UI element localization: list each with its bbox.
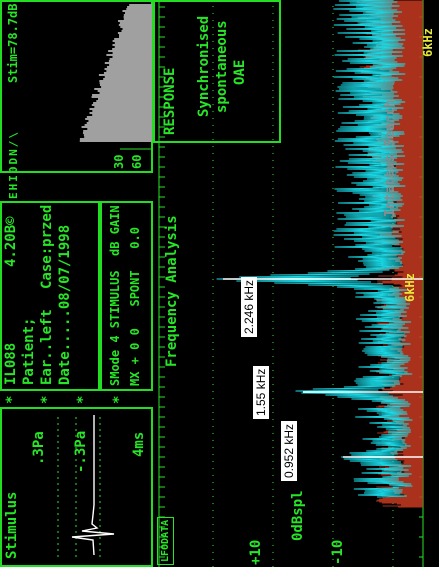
- date-field: Date.....08/07/1998: [57, 224, 73, 385]
- analysis-title: Frequency Analysis: [164, 215, 180, 367]
- freq-6khz-label-right: 6kHz: [421, 28, 435, 57]
- mode-panel: SMode 4 STIMULUS dB GAIN MX + 0 0 SPONT …: [100, 201, 153, 391]
- patient-field: Patient;: [21, 317, 37, 385]
- software-version: 4.20B©: [3, 216, 19, 267]
- response-title: RESPONSE: [162, 67, 178, 135]
- frequency-analysis-area: Frequency Analysis LFODATA +10 0dBspl -1…: [153, 0, 439, 567]
- y-axis-minus: -10: [330, 539, 346, 565]
- response-panel: RESPONSE Synchronised spontaneous OAE: [153, 0, 281, 143]
- stimulus-waveform: [57, 413, 115, 557]
- response-line1: Synchronised: [196, 15, 212, 117]
- asterisk-column: * * * *: [4, 395, 127, 404]
- frequency-spectrum: [158, 0, 424, 567]
- freq-6khz-label: 6kHz: [403, 273, 417, 302]
- stim-histogram: [79, 4, 152, 150]
- response-trace: [216, 0, 413, 498]
- response-line3: OAE: [232, 59, 248, 85]
- case-field: Case:przed: [39, 204, 55, 289]
- ear-field: Ear..left: [39, 309, 55, 385]
- y-axis-plus: +10: [248, 539, 264, 565]
- indicator-column: EHI0DN/\: [0, 130, 153, 201]
- stimulus-panel: Stimulus .3Pa -.3Pa 4ms: [0, 407, 153, 567]
- peak-label-155: 1.55 kHz: [253, 365, 269, 419]
- patient-info-panel: IL088 4.20B© Patient; Ear..left Case:prz…: [0, 201, 100, 391]
- y-axis-zero: 0dBspl: [290, 490, 306, 541]
- analysis-tag: LFODATA: [157, 516, 174, 565]
- peak-label-2246: 2.246 kHz: [241, 276, 257, 337]
- stim-meter-panel: Stim=78.7dB 60 30: [0, 0, 153, 173]
- watermark: Intanaus Search: [383, 99, 398, 217]
- response-line2: spontaneous: [214, 20, 230, 113]
- mode-values: MX + 0 0 SPONT 0.0: [128, 227, 142, 386]
- mode-header: SMode 4 STIMULUS dB GAIN: [108, 205, 122, 386]
- device-id: IL088: [3, 342, 19, 385]
- peak-label-0952: 0.952 kHz: [281, 420, 297, 481]
